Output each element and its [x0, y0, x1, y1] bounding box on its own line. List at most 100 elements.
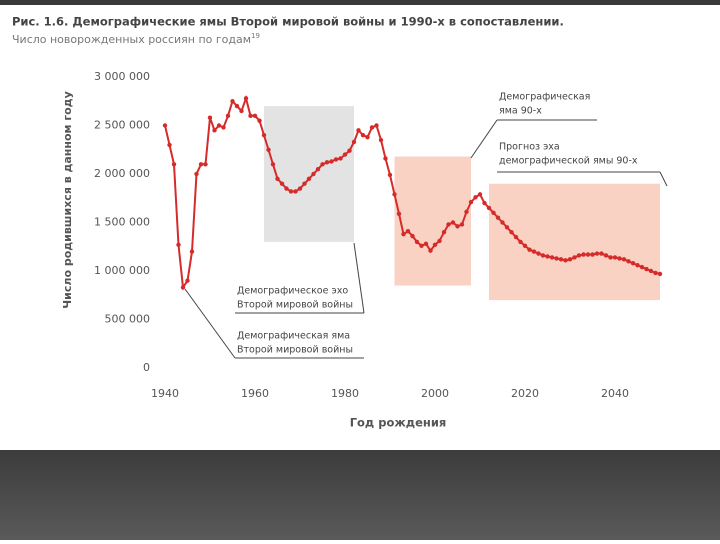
data-point — [603, 253, 609, 258]
y-tick-label: 2 500 000 — [94, 119, 150, 132]
data-point — [423, 241, 429, 247]
data-point — [167, 142, 172, 148]
data-point — [468, 199, 474, 205]
y-tick-label: 3 000 000 — [94, 70, 150, 83]
annotations: Демографическая яма 90-х Прогноз эха демогр… — [184, 92, 668, 359]
highlight-region — [489, 183, 660, 301]
data-point — [572, 255, 577, 260]
data-point — [320, 162, 325, 167]
data-point — [365, 134, 370, 140]
data-point — [495, 215, 501, 220]
data-point — [374, 123, 379, 128]
data-point — [230, 99, 235, 104]
data-point — [513, 234, 519, 240]
data-point — [630, 261, 636, 266]
data-point — [657, 271, 663, 277]
data-point — [599, 251, 604, 256]
data-point — [396, 211, 402, 216]
data-point — [279, 181, 285, 186]
data-point — [567, 257, 573, 262]
data-point — [576, 253, 582, 258]
data-point — [653, 270, 658, 276]
data-point — [288, 189, 294, 194]
data-point — [554, 256, 559, 261]
annotation-text: яма 90-х — [499, 106, 542, 117]
data-point — [297, 186, 303, 191]
subtitle-note: 19 — [251, 32, 260, 40]
data-point — [540, 253, 546, 258]
data-point — [414, 239, 420, 245]
data-point — [486, 205, 492, 211]
data-point — [234, 103, 240, 109]
x-tick-label: 2040 — [601, 387, 629, 400]
data-point — [477, 192, 483, 197]
data-point — [509, 230, 514, 235]
bottom-band — [0, 450, 720, 540]
annotation-leader — [470, 119, 498, 159]
data-point — [333, 157, 339, 162]
data-point — [351, 139, 357, 145]
data-point — [504, 225, 510, 230]
data-point — [221, 125, 226, 130]
data-point — [311, 171, 316, 177]
data-point — [392, 192, 397, 197]
chart-title: Рис. 1.6. Демографические ямы Второй мир… — [12, 15, 564, 29]
data-point — [450, 220, 456, 225]
data-point — [306, 176, 312, 182]
data-point — [536, 251, 541, 256]
data-point — [342, 152, 348, 157]
y-axis-label: Число родившихся в данном году — [61, 91, 74, 308]
data-point — [639, 264, 645, 270]
data-point — [189, 249, 195, 254]
data-point — [644, 266, 649, 272]
data-point — [261, 133, 267, 138]
data-point — [626, 259, 631, 264]
data-point — [302, 181, 307, 186]
data-point — [446, 222, 451, 227]
y-tick-label: 500 000 — [105, 313, 151, 326]
data-point — [216, 123, 222, 128]
data-point — [212, 128, 217, 133]
plot: 0 500 000 1 000 000 1 500 000 2 000 000 2 500… — [94, 70, 663, 400]
data-point — [275, 176, 280, 182]
data-point — [194, 171, 199, 177]
annotation-leader — [353, 242, 365, 314]
data-point — [225, 113, 231, 119]
annotation-text: Второй мировой войны — [237, 345, 353, 356]
data-point — [387, 172, 393, 178]
data-point — [545, 254, 550, 259]
data-point — [248, 113, 253, 119]
annotation-text: Прогноз эха — [499, 142, 560, 153]
data-point — [266, 147, 271, 152]
data-point — [558, 257, 564, 262]
data-point — [369, 125, 375, 130]
data-point — [437, 238, 442, 244]
data-point — [635, 262, 640, 268]
data-point — [410, 233, 415, 239]
data-point — [648, 268, 654, 274]
data-point — [360, 133, 366, 138]
x-tick-label: 1960 — [241, 387, 269, 400]
data-point — [594, 251, 600, 256]
chart-subtitle: Число новорожденных россиян по годам19 — [12, 32, 260, 46]
data-point — [338, 156, 343, 161]
annotation-text: Второй мировой войны — [237, 300, 353, 311]
data-point — [491, 210, 496, 215]
data-point — [329, 159, 334, 164]
data-point — [198, 162, 204, 167]
annotation-text: демографической ямы 90-х — [499, 156, 638, 167]
data-point — [527, 247, 532, 252]
data-point — [419, 243, 424, 248]
x-tick-label: 2020 — [511, 387, 539, 400]
annotation-leader — [184, 288, 236, 359]
data-point — [441, 230, 447, 235]
data-point — [383, 156, 388, 161]
annotation-text: Демографическое эхо — [237, 286, 348, 297]
data-point — [459, 222, 465, 227]
data-point — [405, 229, 411, 234]
data-point — [563, 258, 568, 263]
top-bar — [0, 0, 720, 5]
data-point — [257, 118, 262, 123]
highlight-region — [394, 156, 471, 286]
